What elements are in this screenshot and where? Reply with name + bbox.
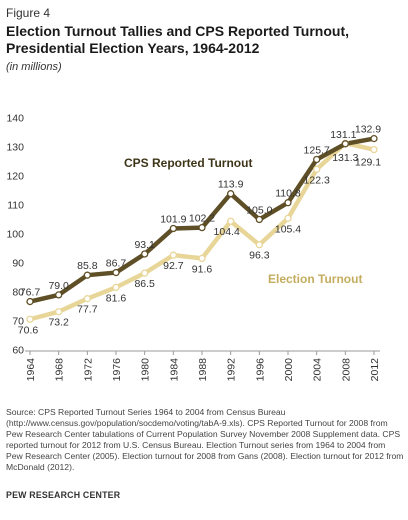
data-point — [227, 217, 235, 225]
x-tick-label: 1964 — [25, 358, 37, 382]
x-tick-label: 1984 — [168, 358, 180, 382]
data-point — [198, 223, 206, 232]
data-point — [112, 268, 120, 277]
data-point — [255, 215, 263, 224]
election-data-label: 104.4 — [214, 226, 240, 238]
data-point — [313, 165, 321, 173]
y-tick-label: 100 — [6, 229, 24, 241]
election-data-label: 122.3 — [304, 174, 330, 186]
cps-data-label: 79.0 — [48, 280, 69, 292]
x-tick-label: 2004 — [312, 358, 324, 382]
chart-title: Election Turnout Tallies and CPS Reporte… — [6, 23, 350, 56]
cps-data-label: 93.1 — [134, 239, 155, 251]
data-point — [284, 214, 292, 222]
x-tick-label: 1988 — [197, 358, 209, 382]
y-tick-label: 90 — [12, 258, 24, 270]
cps-data-label: 110.8 — [275, 188, 301, 200]
cps-data-label: 85.8 — [77, 260, 98, 272]
x-tick-label: 2008 — [340, 358, 352, 382]
data-point — [227, 190, 235, 198]
election-data-label: 86.5 — [134, 278, 155, 290]
data-point — [141, 250, 149, 258]
election-data-label: 96.3 — [249, 250, 270, 262]
figure-label: Figure 4 — [6, 6, 51, 20]
election-data-label: 77.7 — [77, 304, 98, 316]
data-point — [169, 224, 177, 233]
pew-2005-link[interactable]: 2005 — [95, 451, 115, 461]
x-tick-label: 2000 — [283, 358, 295, 382]
election-data-label: 70.6 — [18, 324, 39, 336]
y-tick-label: 70 — [12, 316, 24, 328]
x-tick-label: 1992 — [226, 358, 238, 382]
election-data-label: 105.4 — [275, 223, 301, 235]
source-text-1: Source: CPS Reported Turnout Series 1964… — [6, 407, 286, 428]
y-tick-label: 80 — [12, 287, 24, 299]
x-tick-label: 1980 — [140, 358, 152, 382]
data-point — [370, 145, 378, 154]
data-point — [141, 269, 149, 277]
data-point — [112, 283, 120, 292]
data-point — [26, 315, 34, 323]
cps-series-label: CPS Reported Turnout — [124, 156, 252, 170]
data-point — [26, 297, 34, 306]
mcdonald-2012-link[interactable]: 2012 — [49, 462, 70, 472]
data-point — [55, 308, 63, 316]
cps-data-label: 101.9 — [160, 213, 186, 225]
data-point — [341, 140, 349, 148]
data-point — [313, 155, 321, 164]
cps-data-label: 113.9 — [218, 179, 244, 191]
y-tick-label: 60 — [12, 345, 24, 357]
x-tick-label: 1976 — [111, 358, 123, 382]
cps-data-label: 102.2 — [189, 213, 215, 225]
election-data-label: 73.2 — [48, 317, 69, 329]
y-tick-label: 130 — [6, 142, 24, 154]
source-note: Source: CPS Reported Turnout Series 1964… — [6, 407, 404, 473]
data-point — [255, 241, 263, 249]
data-point — [83, 295, 91, 303]
census-link[interactable]: http://www.census.gov/population/socdemo… — [8, 418, 240, 428]
election-data-label: 131.3 — [332, 152, 358, 164]
data-point — [370, 134, 378, 143]
source-text-3: ). Election turnout for 2008 from Gans ( — [114, 451, 264, 461]
election-data-label: 92.7 — [163, 260, 184, 272]
x-tick-label: 1968 — [54, 358, 66, 382]
source-text-2: ). CPS Reported Turnout for 2008 from Pe… — [6, 418, 401, 461]
x-tick-label: 1996 — [254, 358, 266, 382]
source-text-4: ). Election turnout for 2012 from McDona… — [6, 451, 404, 472]
election-data-label: 81.6 — [106, 292, 127, 304]
data-point — [83, 271, 91, 279]
turnout-line-chart: 60 70 80 90 100 110 120 130 140 1964 1968 1972 1976 1… — [6, 113, 381, 382]
x-tick-label: 2012 — [369, 358, 381, 382]
cps-data-label: 132.9 — [355, 124, 381, 136]
election-series-label: Election Turnout — [268, 272, 362, 286]
election-data-label: 91.6 — [192, 263, 213, 275]
y-tick-label: 120 — [6, 171, 24, 183]
chart-subtitle: (in millions) — [6, 61, 62, 73]
data-point — [55, 291, 63, 299]
x-tick-label: 1972 — [82, 358, 94, 382]
data-point — [169, 251, 177, 259]
data-point — [284, 199, 292, 207]
footer-org: PEW RESEARCH CENTER — [6, 490, 121, 500]
y-tick-label: 140 — [6, 113, 24, 125]
cps-data-label: 86.7 — [106, 258, 127, 270]
gans-2008-link[interactable]: 2008 — [263, 451, 283, 461]
data-point — [198, 254, 206, 263]
source-text-5: ). — [69, 462, 75, 472]
cps-data-label: 131.1 — [330, 129, 356, 141]
cps-data-label: 125.7 — [304, 144, 330, 156]
election-data-label: 129.1 — [355, 157, 381, 169]
cps-data-label: 76.7 — [20, 287, 41, 299]
y-tick-label: 110 — [7, 200, 24, 212]
cps-data-label: 105.0 — [246, 205, 272, 217]
